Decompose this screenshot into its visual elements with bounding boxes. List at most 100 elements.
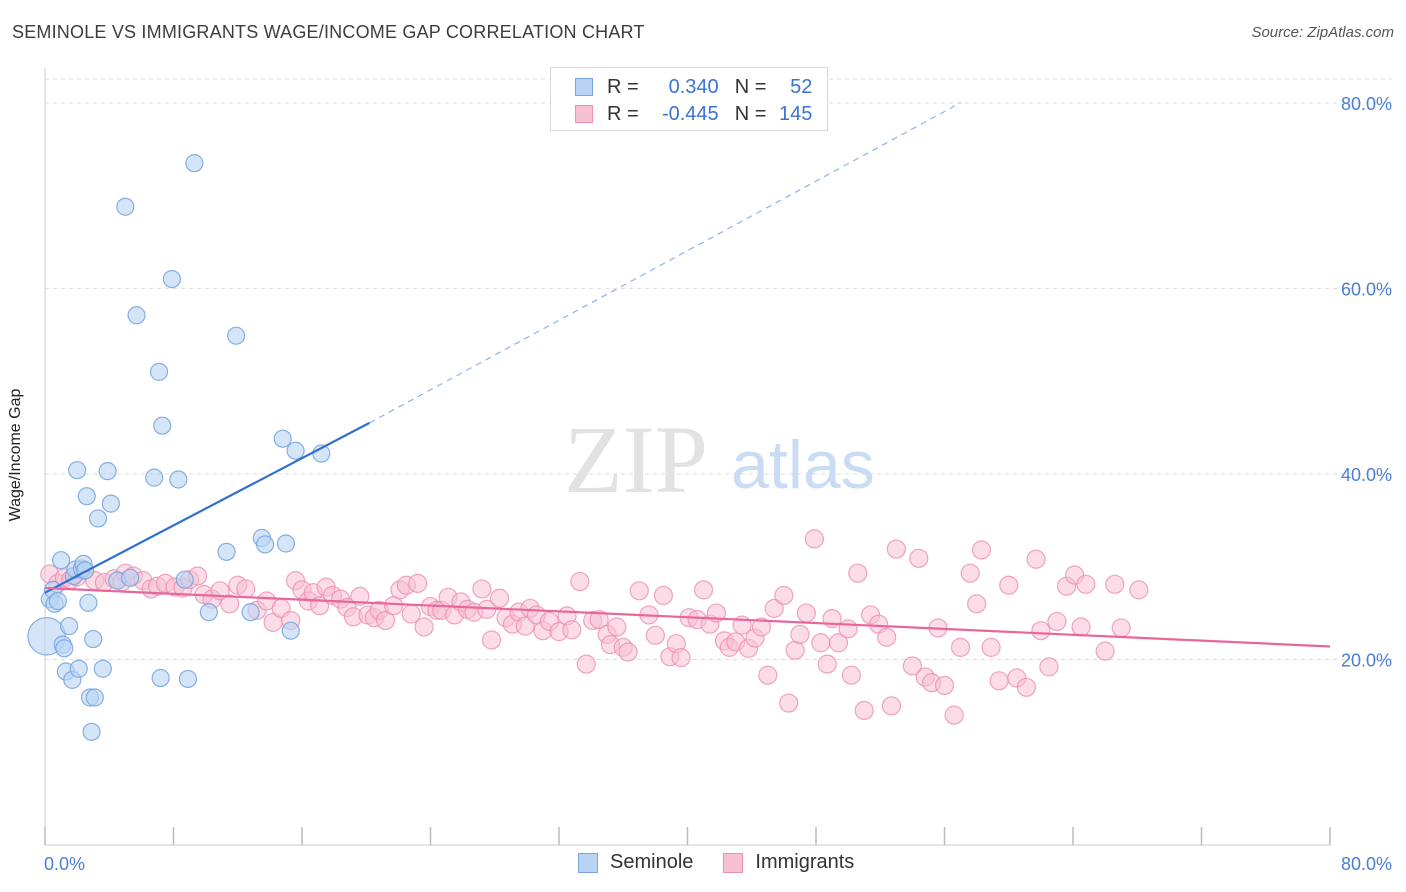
immigrants-point (950, 637, 971, 657)
seminole-point (59, 616, 79, 636)
seminole-swatch (575, 78, 593, 96)
immigrants-point (589, 609, 609, 630)
immigrants-point (1031, 621, 1051, 641)
seminole-point (127, 306, 146, 325)
immigrants-point (570, 571, 590, 592)
immigrants-point (934, 675, 955, 696)
y-tick-label: 40.0% (1341, 465, 1392, 485)
immigrants-point (607, 617, 627, 637)
seminole-trend-extension (369, 102, 961, 424)
seminole-point (185, 154, 204, 173)
immigrants-point (1016, 677, 1037, 697)
immigrants-point (881, 696, 902, 716)
immigrants-point (909, 548, 929, 568)
immigrants-point (811, 633, 831, 653)
immigrants-point (489, 588, 510, 608)
legend-r-label: R = (607, 102, 639, 125)
immigrants-point (375, 610, 396, 631)
y-tick-label: 60.0% (1341, 279, 1392, 299)
immigrants-point (481, 630, 502, 650)
immigrants-point (1076, 574, 1096, 594)
immigrants-point (562, 620, 582, 640)
immigrants-point (629, 581, 649, 601)
y-tick-label: 80.0% (1341, 94, 1392, 114)
y-tick-label: 20.0% (1341, 650, 1392, 670)
immigrants-swatch (723, 852, 744, 873)
legend-n-label: N = (734, 102, 767, 125)
x-tick-label: 0.0% (44, 854, 85, 874)
immigrants-point (645, 625, 665, 645)
seminole-point (276, 534, 296, 553)
immigrants-point (764, 598, 784, 619)
immigrants-point (841, 665, 861, 685)
x-tick-label: 80.0% (1341, 854, 1392, 874)
seminole-point (281, 621, 300, 640)
seminole-point (79, 593, 98, 612)
watermark-atlas: atlas (731, 427, 875, 503)
seminole-point (151, 668, 170, 688)
immigrants-point (779, 693, 799, 713)
immigrants-point (671, 648, 691, 668)
series-legend: Seminole Immigrants (578, 851, 884, 874)
seminole-point (153, 416, 172, 435)
seminole-points (27, 154, 331, 741)
legend-r-value: 0.340 (668, 75, 719, 98)
watermark: ZIP atlas (564, 406, 875, 513)
seminole-point (145, 468, 164, 487)
legend-item-immigrants[interactable]: Immigrants (723, 851, 854, 874)
seminole-point (48, 591, 67, 611)
seminole-point (55, 639, 74, 658)
immigrants-point (1111, 618, 1131, 638)
seminole-point (101, 494, 120, 513)
immigrants-point (804, 529, 824, 549)
immigrants-points (40, 529, 1149, 725)
immigrants-point (886, 539, 906, 559)
correlation-legend: R = 0.340 N = 52 R = -0.445 N = 145 (550, 67, 828, 131)
legend-label-seminole: Seminole (610, 851, 694, 873)
immigrants-point (414, 617, 434, 637)
immigrants-point (408, 573, 428, 593)
seminole-point (255, 535, 275, 554)
seminole-point (286, 441, 305, 460)
seminole-point (88, 509, 108, 528)
immigrants-point (960, 563, 980, 583)
immigrants-point (967, 594, 987, 614)
seminole-point (178, 669, 198, 689)
immigrants-point (236, 579, 256, 599)
seminole-trend-line (44, 421, 370, 594)
immigrants-point (877, 627, 897, 647)
immigrants-point (693, 580, 714, 600)
seminole-point (199, 603, 218, 622)
seminole-swatch (578, 852, 598, 873)
immigrants-point (854, 700, 874, 721)
seminole-point (116, 197, 135, 216)
legend-label-immigrants: Immigrants (755, 851, 855, 873)
chart-title: SEMINOLE VS IMMIGRANTS WAGE/INCOME GAP C… (12, 22, 645, 42)
immigrants-point (1039, 657, 1059, 677)
legend-item-seminole[interactable]: Seminole (578, 851, 693, 874)
seminole-point (84, 629, 103, 649)
immigrants-point (838, 619, 858, 639)
seminole-point (68, 461, 87, 480)
seminole-point (241, 603, 260, 622)
immigrants-point (1071, 617, 1091, 637)
immigrants-point (848, 563, 868, 583)
legend-n-value: 52 (790, 75, 813, 98)
immigrants-point (989, 671, 1009, 691)
legend-r-value: -0.445 (661, 102, 719, 125)
axes (44, 68, 1331, 846)
immigrants-trend-line (44, 586, 1331, 648)
seminole-point (51, 551, 71, 570)
immigrants-point (576, 654, 596, 674)
seminole-point (162, 269, 181, 289)
immigrants-point (1105, 574, 1125, 594)
immigrants-point (944, 705, 964, 725)
immigrants-point (1095, 641, 1115, 661)
immigrants-point (472, 579, 492, 599)
seminole-point (227, 326, 246, 345)
immigrants-point (796, 603, 816, 623)
legend-row-immigrants: R = -0.445 N = 145 (575, 101, 812, 127)
watermark-zip: ZIP (564, 406, 708, 513)
seminole-point (217, 542, 236, 561)
